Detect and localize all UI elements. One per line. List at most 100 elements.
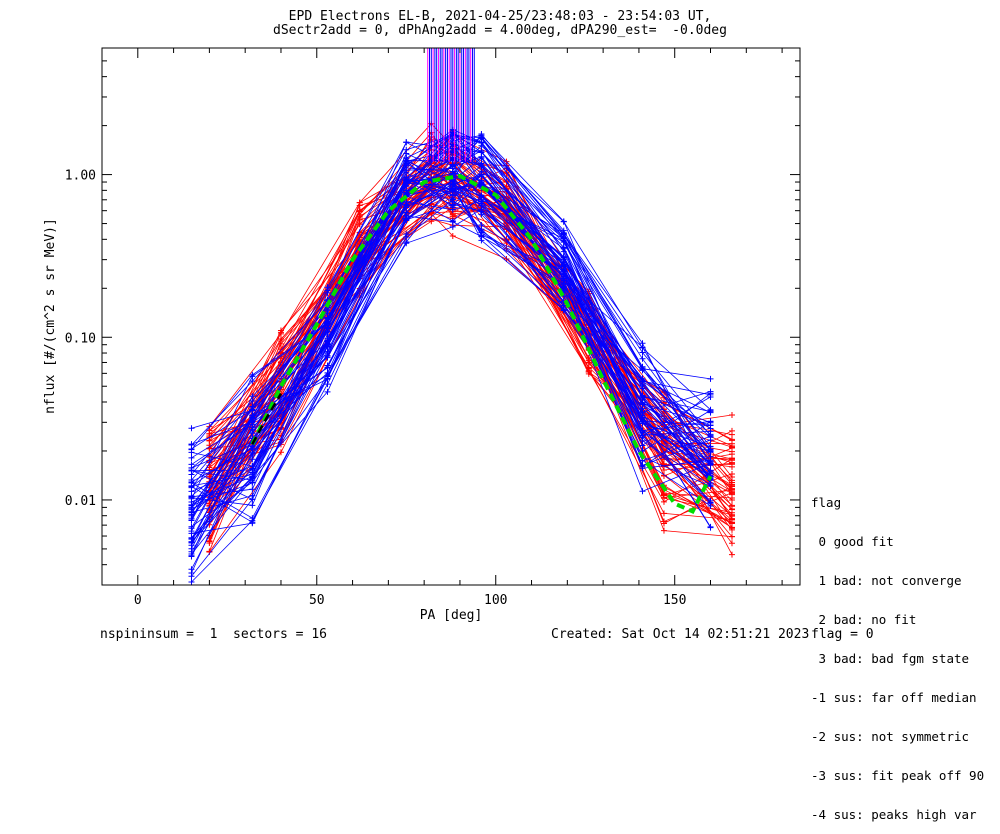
footer-created-timestamp: Created: Sat Oct 14 02:51:21 2023 [551, 627, 810, 642]
flag-legend-item: 0 good fit [811, 534, 894, 549]
red-sector-trace-marker [585, 357, 592, 364]
red-sector-trace-marker [660, 518, 667, 525]
red-sector-trace-marker [660, 510, 667, 517]
blue-sector-trace-marker [188, 553, 195, 560]
red-sector-trace-marker [728, 427, 735, 434]
red-sector-trace-marker [728, 551, 735, 558]
blue-sector-trace-marker [188, 425, 195, 432]
x-tick-label: 100 [484, 593, 507, 608]
x-tick-label: 50 [309, 593, 325, 608]
blue-sector-trace-marker [639, 437, 646, 444]
blue-sector-trace-marker [707, 391, 714, 398]
x-axis-label: PA [deg] [420, 608, 483, 623]
red-sector-trace-marker [449, 232, 456, 239]
flag-legend-item: 2 bad: no fit [811, 612, 917, 627]
blue-sector-trace-marker [560, 248, 567, 255]
blue-sector-trace-marker [188, 482, 195, 489]
blue-sector-trace-marker [707, 458, 714, 465]
blue-sector-trace-marker [449, 223, 456, 230]
blue-sector-trace-marker [707, 375, 714, 382]
red-sector-trace-marker [728, 516, 735, 523]
footer-flag-value: flag = 0 [811, 627, 874, 642]
blue-sector-trace-marker [707, 407, 714, 414]
blue-sector-trace-marker [403, 139, 410, 146]
blue-sector-trace-marker [249, 462, 256, 469]
axis-layer: 0 50 100 150 0.01 0.10 1.00 [65, 47, 800, 608]
blue-sector-trace-marker [403, 217, 410, 224]
red-sector-trace-marker [728, 412, 735, 419]
red-sector-trace-marker [277, 346, 284, 353]
blue-sector-trace-marker [560, 302, 567, 309]
blue-sector-trace-marker [449, 179, 456, 186]
flag-legend: flag 0 good fit 1 bad: not converge 2 ba… [811, 470, 984, 834]
blue-sector-trace-marker [324, 287, 331, 294]
pa-distribution-chart: 0 50 100 150 0.01 0.10 1.00 PA [deg] nflux [#/… [43, 47, 801, 623]
x-tick-label: 150 [663, 593, 686, 608]
blue-sector-trace-marker [478, 211, 485, 218]
red-sector-trace-marker [585, 368, 592, 375]
red-sector-trace-marker [728, 540, 735, 547]
blue-sector-trace-marker [403, 234, 410, 241]
blue-sector-trace-marker [560, 235, 567, 242]
red-sector-trace-marker [660, 461, 667, 468]
blue-sector-trace-marker [478, 202, 485, 209]
blue-sector-trace-marker [324, 381, 331, 388]
blue-sector-trace-marker [324, 388, 331, 395]
footer-sector-info: nspininsum = 1 sectors = 16 [100, 627, 327, 642]
flag-legend-item: 1 bad: not converge [811, 573, 962, 588]
flag-legend-item: 3 bad: bad fgm state [811, 651, 970, 666]
red-sector-trace-marker [356, 207, 363, 214]
red-sector-trace-marker [660, 527, 667, 534]
red-sector-trace-marker [356, 221, 363, 228]
blue-sector-trace-marker [449, 204, 456, 211]
blue-sector-trace-marker [188, 445, 195, 452]
blue-sector-trace-marker [707, 418, 714, 425]
red-sector-trace-marker [356, 214, 363, 221]
blue-sector-trace-marker [324, 348, 331, 355]
blue-sector-trace-marker [639, 488, 646, 495]
blue-sector-trace-marker [403, 240, 410, 247]
blue-sector-trace-marker [639, 427, 646, 434]
blue-sector-trace-marker [249, 450, 256, 457]
blue-sector-trace-marker [707, 448, 714, 455]
blue-sector-trace-marker [707, 523, 714, 530]
y-tick-label: 0.01 [65, 494, 96, 509]
red-sector-trace-marker [728, 489, 735, 496]
red-sector-trace-marker [728, 459, 735, 466]
blue-sector-trace-marker [249, 502, 256, 509]
blue-sector-trace-marker [249, 393, 256, 400]
blue-sector-trace-marker [478, 163, 485, 170]
blue-sector-trace-marker [403, 158, 410, 165]
blue-sector-trace-marker [324, 319, 331, 326]
blue-sector-trace-marker [639, 401, 646, 408]
blue-sector-trace-marker [478, 180, 485, 187]
red-sector-trace-marker [728, 533, 735, 540]
blue-sector-trace [191, 199, 711, 556]
chart-title-line2: dSectr2add = 0, dPhAng2add = 4.00deg, dP… [273, 23, 727, 38]
blue-sector-trace-marker [449, 185, 456, 192]
blue-sector-trace-marker [188, 528, 195, 535]
x-tick-label: 0 [134, 593, 142, 608]
blue-sector-trace [191, 160, 711, 529]
blue-sector-trace-marker [560, 273, 567, 280]
red-sector-trace-marker [277, 329, 284, 336]
blue-sector-trace-marker [560, 285, 567, 292]
blue-sector-trace-marker [478, 168, 485, 175]
blue-sector-trace-marker [560, 262, 567, 269]
blue-sector-trace-marker [707, 425, 714, 432]
red-sector-trace-marker [277, 449, 284, 456]
blue-sector-trace-marker [249, 424, 256, 431]
blue-sector-trace-marker [249, 474, 256, 481]
blue-sector-trace-marker [560, 227, 567, 234]
blue-sector-trace [191, 182, 711, 528]
red-sector-trace-marker [728, 440, 735, 447]
blue-sector-trace-marker [403, 209, 410, 216]
blue-sector-trace-marker [188, 454, 195, 461]
blue-sector-trace-marker [639, 463, 646, 470]
blue-sector-trace-marker [188, 488, 195, 495]
blue-sector-trace-marker [188, 566, 195, 573]
y-axis-label: nflux [#/(cm^2 s sr MeV)] [43, 218, 58, 414]
blue-sector-trace-marker [478, 133, 485, 140]
blue-sector-trace-marker [324, 372, 331, 379]
blue-sector-trace-marker [403, 169, 410, 176]
